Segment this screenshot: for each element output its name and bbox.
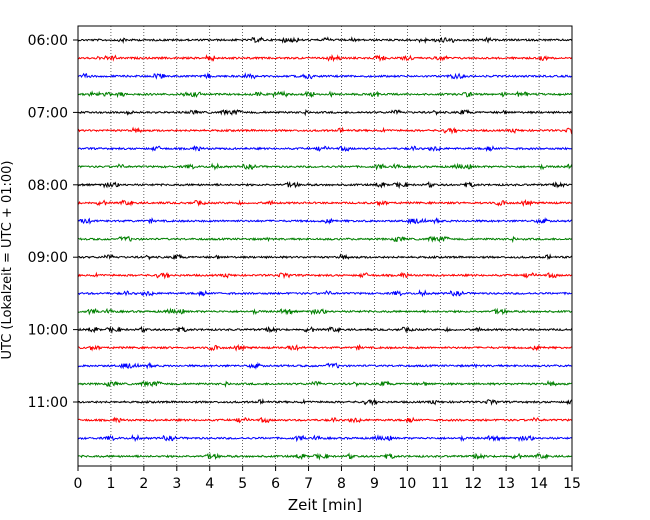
x-axis-title: Zeit [min] xyxy=(288,496,362,514)
trace-line xyxy=(77,397,573,407)
trace-group xyxy=(77,36,573,461)
y-tick-label: 10:00 xyxy=(28,323,68,339)
trace-line xyxy=(77,90,573,99)
trace-line xyxy=(77,180,573,190)
trace-line xyxy=(77,36,573,45)
x-tick-label: 4 xyxy=(205,476,214,492)
x-tick-label: 0 xyxy=(74,476,83,492)
trace-line xyxy=(77,379,573,388)
trace-line xyxy=(77,145,573,153)
grid-lines xyxy=(110,26,540,466)
x-tick-label: 14 xyxy=(530,476,548,492)
trace-line xyxy=(77,343,573,352)
x-tick-label: 8 xyxy=(337,476,346,492)
y-tick-label: 06:00 xyxy=(28,33,68,49)
trace-line xyxy=(77,162,573,171)
x-tick-label: 15 xyxy=(563,476,581,492)
trace-line xyxy=(77,199,573,207)
trace-line xyxy=(77,54,573,63)
trace-line xyxy=(77,271,573,280)
y-tick-label: 09:00 xyxy=(28,250,68,266)
y-tick-label: 08:00 xyxy=(28,178,68,194)
y-axis-title: UTC (Lokalzeit = UTC + 01:00) xyxy=(0,161,15,360)
trace-line xyxy=(77,416,573,424)
x-tick-label: 2 xyxy=(139,476,148,492)
x-tick-label: 6 xyxy=(271,476,280,492)
x-tick-label: 3 xyxy=(172,476,181,492)
x-tick-label: 9 xyxy=(370,476,379,492)
y-tick-label: 11:00 xyxy=(28,395,68,411)
plot-frame xyxy=(77,25,573,467)
x-tick-label: 13 xyxy=(497,476,515,492)
x-tick-label: 11 xyxy=(431,476,449,492)
trace-line xyxy=(77,433,573,443)
trace-line xyxy=(77,452,573,461)
x-tick-label: 5 xyxy=(238,476,247,492)
x-tick-label: 10 xyxy=(398,476,416,492)
x-tick-label: 1 xyxy=(106,476,115,492)
trace-line xyxy=(77,108,573,117)
trace-line xyxy=(77,307,573,316)
trace-line xyxy=(77,325,573,334)
trace-line xyxy=(77,235,573,244)
y-tick-label: 07:00 xyxy=(28,105,68,121)
trace-line xyxy=(77,216,573,225)
y-axis: 06:00 07:00 08:00 09:00 10:00 11:00 xyxy=(28,33,78,411)
trace-line xyxy=(77,289,573,298)
trace-line xyxy=(77,253,573,261)
x-axis: 0 1 2 3 4 5 6 7 8 9 10 11 12 13 14 15 xyxy=(74,466,581,492)
trace-line xyxy=(77,126,573,135)
trace-line xyxy=(77,72,573,80)
x-tick-label: 12 xyxy=(464,476,482,492)
x-tick-label: 7 xyxy=(304,476,313,492)
trace-line xyxy=(77,361,573,370)
